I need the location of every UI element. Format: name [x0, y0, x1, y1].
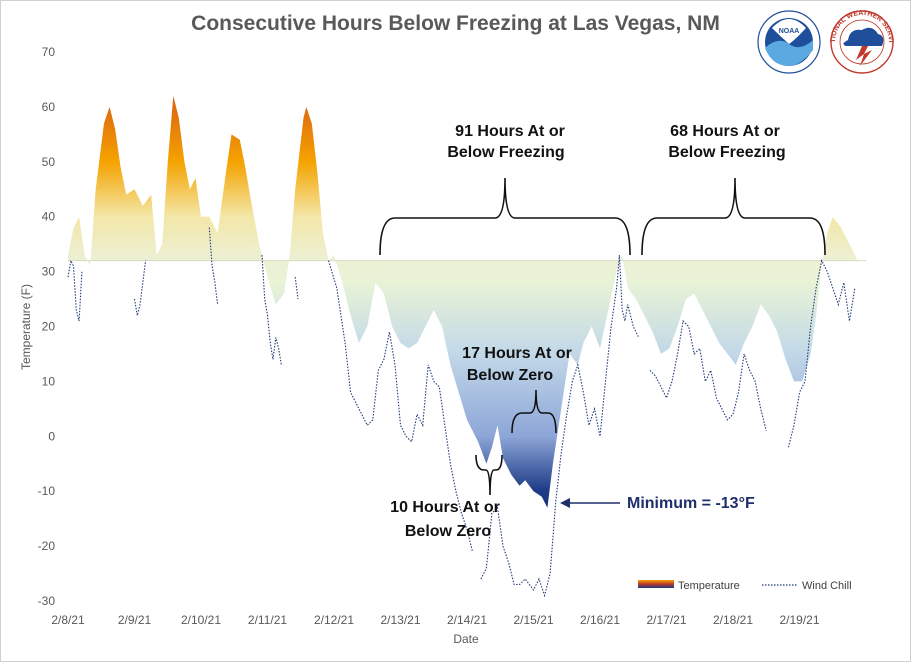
x-tick-label: 2/16/21 — [580, 613, 620, 627]
x-tick-label: 2/8/21 — [51, 613, 85, 627]
legend: Temperature Wind Chill — [638, 580, 852, 592]
wind-chill-line — [649, 319, 767, 431]
wind-chill-line — [294, 277, 299, 300]
x-tick-label: 2/15/21 — [513, 613, 553, 627]
legend-wind-chill-label: Wind Chill — [802, 580, 852, 592]
x-axis: 2/8/21 2/9/21 2/10/21 2/11/21 2/12/21 2/13/21… — [51, 613, 820, 627]
chart-title: Consecutive Hours Below Freezing at Las … — [191, 12, 720, 35]
y-tick-label: -30 — [38, 594, 56, 608]
annotation-10-line2: Below Zero — [405, 523, 491, 540]
y-tick-label: 50 — [42, 155, 56, 169]
legend-temperature-label: Temperature — [678, 580, 740, 592]
x-tick-label: 2/13/21 — [380, 613, 420, 627]
temperature-area-layer — [68, 95, 858, 508]
y-axis: 70 60 50 40 30 20 10 0 -10 -20 -30 — [38, 45, 56, 608]
noaa-logo: NOAA — [757, 10, 821, 74]
y-tick-label: 10 — [42, 374, 56, 388]
y-tick-label: 0 — [48, 429, 55, 443]
wind-chill-layer — [67, 227, 856, 598]
annotation-68-line2: Below Freezing — [668, 144, 785, 161]
x-tick-label: 2/14/21 — [447, 613, 487, 627]
brace-17-hours — [511, 389, 557, 434]
x-tick-label: 2/18/21 — [713, 613, 753, 627]
brace-10-hours — [475, 454, 503, 496]
y-tick-label: 20 — [42, 320, 56, 334]
y-tick-label: 30 — [42, 265, 56, 279]
y-tick-label: 70 — [42, 45, 56, 59]
legend-temperature-swatch — [638, 580, 674, 588]
annotation-17-line2: Below Zero — [467, 367, 553, 384]
minimum-arrowhead — [560, 498, 570, 508]
x-axis-title: Date — [453, 632, 479, 646]
y-tick-label: -20 — [38, 539, 56, 553]
x-tick-label: 2/11/21 — [248, 613, 287, 627]
x-tick-label: 2/9/21 — [118, 613, 152, 627]
y-tick-label: 40 — [42, 210, 56, 224]
wind-chill-line — [480, 255, 640, 598]
annotation-17-line1: 17 Hours At or — [462, 345, 572, 362]
wind-chill-line — [327, 260, 474, 552]
annotation-91-line2: Below Freezing — [447, 144, 564, 161]
minimum-label: Minimum = -13°F — [627, 495, 755, 512]
y-tick-label: -10 — [38, 484, 56, 498]
wind-chill-line — [208, 227, 219, 305]
temperature-area — [68, 95, 858, 508]
x-tick-label: 2/17/21 — [646, 613, 686, 627]
annotation-91-line1: 91 Hours At or — [455, 123, 565, 140]
wind-chill-line — [787, 258, 856, 448]
noaa-logo-text: NOAA — [779, 28, 800, 35]
wind-chill-line — [67, 258, 83, 322]
annotation-68-line1: 68 Hours At or — [670, 123, 780, 140]
annotation-10-line1: 10 Hours At or — [390, 499, 500, 516]
wind-chill-line — [261, 255, 282, 365]
x-tick-label: 2/10/21 — [181, 613, 221, 627]
brace-68-hours — [641, 177, 826, 256]
brace-91-hours — [379, 177, 631, 256]
x-tick-label: 2/12/21 — [314, 613, 354, 627]
x-tick-label: 2/19/21 — [779, 613, 819, 627]
y-axis-title: Temperature (F) — [19, 284, 33, 370]
wind-chill-line — [133, 260, 147, 316]
y-tick-label: 60 — [42, 100, 56, 114]
